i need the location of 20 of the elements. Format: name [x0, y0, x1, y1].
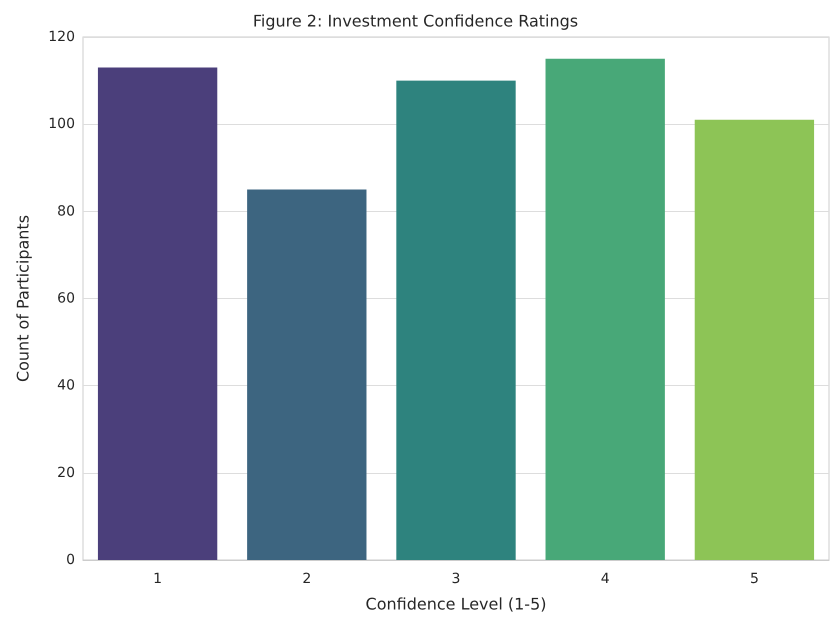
bar: [98, 68, 218, 560]
x-tick-label: 3: [452, 571, 460, 587]
y-axis-title: Count of Participants: [14, 214, 32, 382]
y-tick-label: 20: [57, 464, 75, 481]
bar: [247, 190, 366, 560]
bar: [546, 58, 665, 560]
bar: [396, 80, 516, 560]
chart-title: Figure 2: Investment Confidence Ratings: [252, 12, 578, 30]
y-tick-label: 100: [48, 116, 75, 132]
x-axis-title: Confidence Level (1-5): [366, 594, 546, 614]
x-tick-label: 2: [302, 571, 312, 587]
bar: [694, 120, 814, 560]
x-tick-label: 5: [750, 571, 759, 587]
x-tick-label: 1: [153, 571, 162, 587]
x-tick-label: 4: [600, 571, 610, 587]
y-tick-label: 0: [66, 552, 75, 568]
y-tick-label: 60: [57, 290, 75, 306]
y-tick-label: 40: [57, 378, 75, 394]
y-tick-label: 80: [57, 203, 75, 220]
y-tick-label: 120: [48, 29, 75, 45]
